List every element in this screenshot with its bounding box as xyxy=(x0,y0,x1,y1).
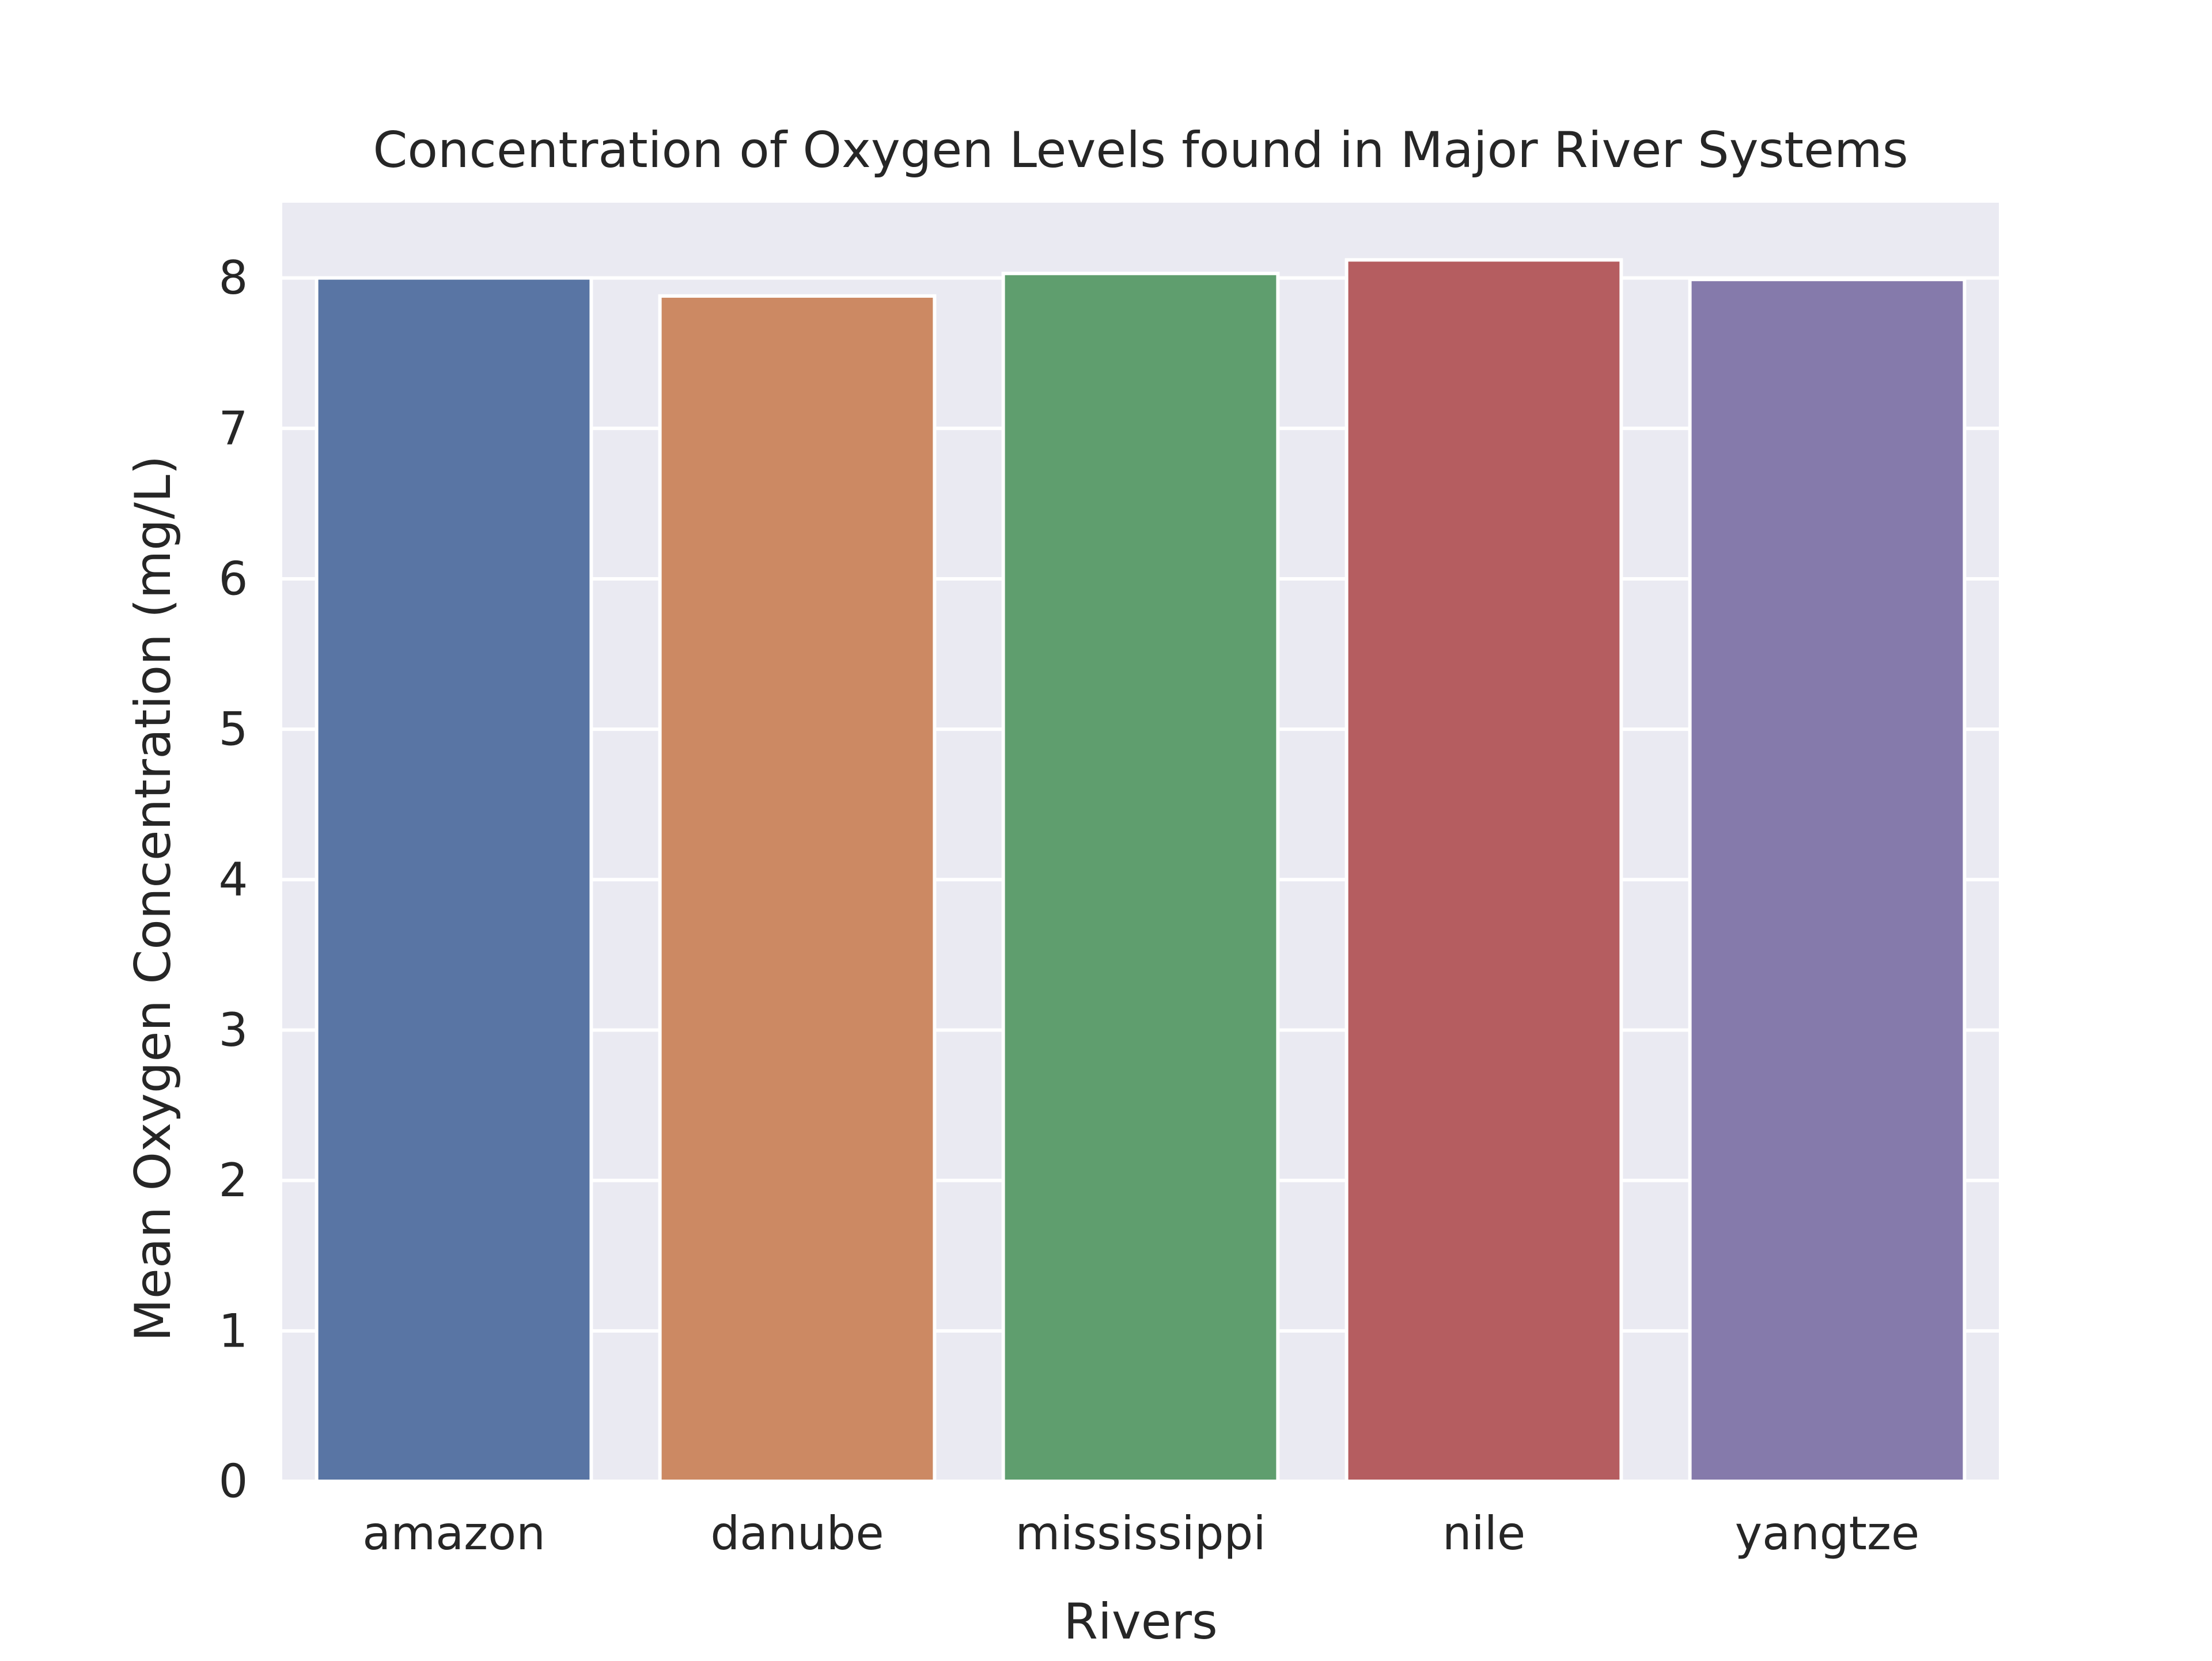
x-tick-label: mississippi xyxy=(1015,1507,1266,1560)
x-tick-label: yangtze xyxy=(1735,1507,1919,1560)
y-tick-labels: 0 1 2 3 4 5 6 7 8 xyxy=(219,251,248,1508)
y-tick-label: 8 xyxy=(219,251,248,305)
bar-mississippi xyxy=(1001,271,1280,1483)
bars xyxy=(315,258,1967,1484)
y-tick-label: 4 xyxy=(219,853,248,907)
bar-yangtze xyxy=(1688,278,1967,1484)
y-tick-label: 3 xyxy=(219,1003,248,1057)
y-tick-label: 6 xyxy=(219,552,248,605)
bar-nile xyxy=(1344,258,1623,1483)
bar-danube xyxy=(658,294,937,1483)
y-tick-label: 5 xyxy=(219,703,248,756)
bar-amazon xyxy=(315,276,593,1484)
y-tick-label: 1 xyxy=(219,1304,248,1357)
x-tick-label: amazon xyxy=(362,1507,546,1560)
y-tick-label: 7 xyxy=(219,401,248,455)
x-tick-label: nile xyxy=(1442,1507,1525,1560)
chart-title: Concentration of Oxygen Levels found in … xyxy=(373,122,1908,179)
x-tick-label: danube xyxy=(710,1507,884,1560)
x-axis-label: Rivers xyxy=(1063,1593,1218,1651)
y-axis-label: Mean Oxygen Concentration (mg/L) xyxy=(124,456,182,1342)
y-tick-label: 2 xyxy=(219,1154,248,1207)
x-tick-labels: amazon danube mississippi nile yangtze xyxy=(362,1507,1919,1560)
y-tick-label: 0 xyxy=(219,1455,248,1508)
